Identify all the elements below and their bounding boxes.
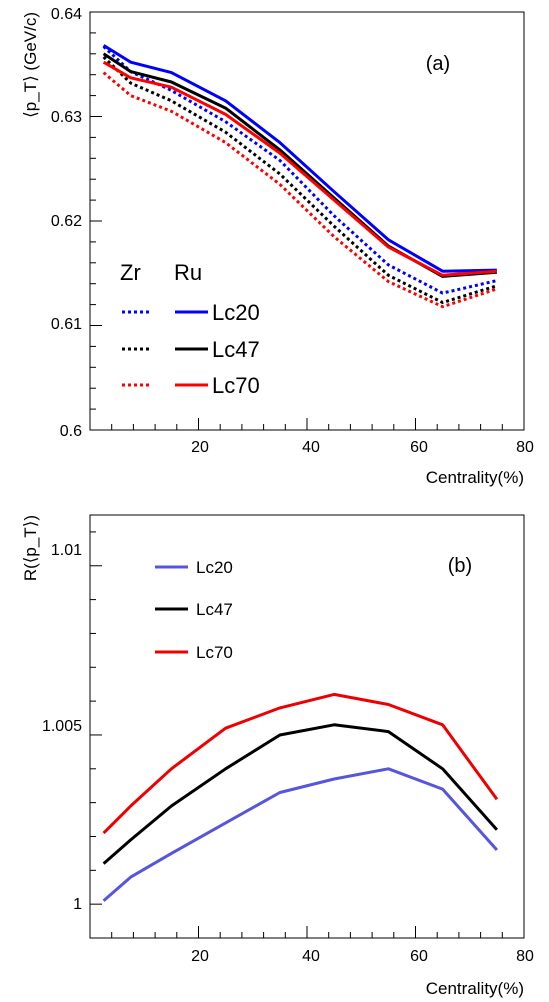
panel-b-frame	[89, 514, 525, 939]
panel-a-xtick-label-40: 40	[302, 439, 320, 456]
panel-b-xtick-label-40: 40	[302, 948, 320, 965]
panel-a-ytick-label-0.64: 0.64	[51, 6, 82, 23]
panel-b-x-ticks	[111, 926, 525, 938]
panel-a-xtick-label-20: 20	[191, 439, 209, 456]
panel-b-ytick-label-1: 1	[73, 896, 82, 913]
panel-a-average-pt: 20 40 60 80 0.6 0.61 0.62 0.63 0.64 Cent…	[21, 6, 534, 487]
panel-a-y-ticks	[90, 11, 102, 431]
panel-b-series-layer	[102, 692, 499, 902]
panel-a-series-zr-lc20	[102, 45, 498, 295]
panel-b-label: (b)	[448, 555, 472, 577]
panel-b-xtick-label-80: 80	[516, 948, 534, 965]
panel-b-xtick-label-20: 20	[191, 948, 209, 965]
panel-b-legend: Lc20 Lc47 Lc70	[155, 558, 233, 662]
panel-a-series-ru-lc70	[102, 60, 498, 277]
panel-a-xtick-label-60: 60	[410, 439, 428, 456]
panel-a-y-axis-title: ⟨p_T⟩ (GeV/c)	[21, 12, 40, 118]
panel-a-ytick-label-0.61: 0.61	[51, 316, 82, 333]
panel-a-xtick-label-80: 80	[516, 439, 534, 456]
panel-a-label: (a)	[426, 53, 450, 75]
panel-b-series-lc20	[102, 767, 499, 902]
legend-b-label-lc47: Lc47	[196, 600, 233, 619]
legend-header-ru: Ru	[174, 260, 202, 285]
panel-a-x-ticks	[111, 418, 525, 430]
legend-b-label-lc70: Lc70	[196, 643, 233, 662]
panel-b-series-lc47	[102, 723, 499, 865]
panel-a-ytick-label-0.6: 0.6	[60, 423, 82, 440]
panel-b-ratio: 20 40 60 80 1 1.005 1.01 Centrality(%) R…	[21, 514, 534, 998]
panel-b-ytick-label-1.01: 1.01	[51, 542, 82, 559]
legend-header-zr: Zr	[120, 260, 141, 285]
panel-a-series-zr-lc70	[102, 71, 498, 309]
panel-a-series-ru-lc20	[102, 44, 497, 273]
panel-a-series-layer	[102, 44, 498, 309]
panel-a-frame	[89, 11, 525, 431]
panel-a-x-axis-title: Centrality(%)	[426, 468, 524, 487]
panel-b-series-lc70	[102, 692, 499, 835]
panel-b-ytick-label-1.005: 1.005	[42, 718, 82, 735]
panel-a-legend: Zr Ru Lc20 Lc47 Lc70	[120, 260, 260, 398]
panel-b-y-ticks	[90, 531, 102, 939]
panel-b-y-axis-title: R(⟨p_T⟩)	[21, 515, 40, 581]
legend-label-lc20: Lc20	[212, 300, 260, 325]
legend-label-lc70: Lc70	[212, 373, 260, 398]
panel-b-x-axis-title: Centrality(%)	[426, 979, 524, 998]
panel-b-xtick-label-60: 60	[410, 948, 428, 965]
legend-b-label-lc20: Lc20	[196, 558, 233, 577]
legend-label-lc47: Lc47	[212, 337, 260, 362]
panel-a-series-zr-lc47	[102, 55, 498, 304]
panel-a-ytick-label-0.63: 0.63	[51, 109, 82, 126]
panel-a-ytick-label-0.62: 0.62	[51, 213, 82, 230]
